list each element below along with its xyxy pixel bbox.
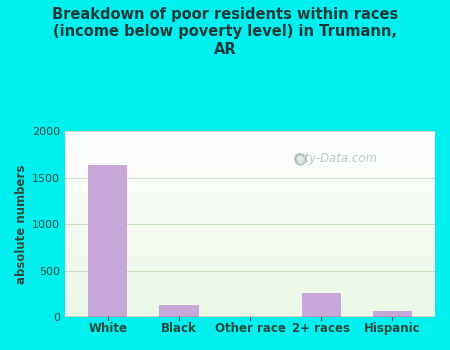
Text: City-Data.com: City-Data.com bbox=[293, 153, 377, 166]
Bar bbox=[88, 166, 127, 317]
Bar bbox=[373, 311, 412, 317]
Text: Breakdown of poor residents within races
(income below poverty level) in Trumann: Breakdown of poor residents within races… bbox=[52, 7, 398, 57]
Y-axis label: absolute numbers: absolute numbers bbox=[15, 164, 28, 284]
Bar bbox=[159, 305, 198, 317]
Bar bbox=[302, 293, 341, 317]
